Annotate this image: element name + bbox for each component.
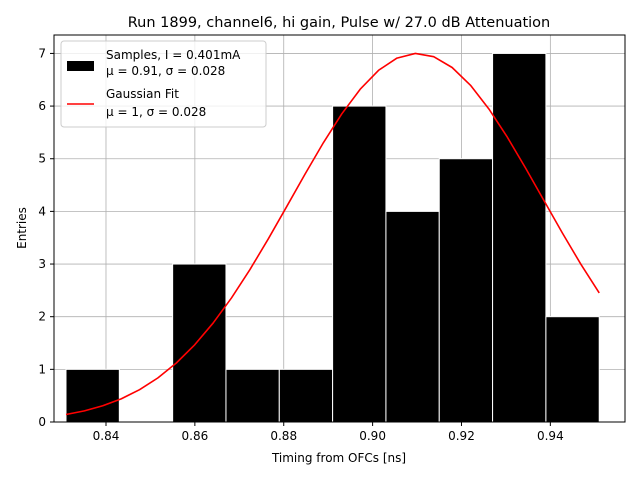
x-tick-label-3: 0.90 bbox=[359, 429, 386, 443]
y-axis-label: Entries bbox=[15, 207, 29, 249]
x-tick-label-2: 0.88 bbox=[270, 429, 297, 443]
x-axis-label: Timing from OFCs [ns] bbox=[271, 451, 406, 465]
legend: Samples, I = 0.401mA μ = 0.91, σ = 0.028… bbox=[60, 40, 267, 128]
legend-samples-swatch bbox=[67, 61, 94, 71]
legend-fit-stats: μ = 1, σ = 0.028 bbox=[106, 105, 206, 119]
histogram-bar-6 bbox=[385, 210, 440, 423]
histogram-bar-5 bbox=[332, 105, 387, 423]
histogram-bar-8 bbox=[492, 52, 547, 423]
x-axis-ticks: 0.84 0.86 0.88 0.90 0.92 0.94 bbox=[93, 422, 564, 443]
legend-samples-label: Samples, I = 0.401mA bbox=[106, 48, 241, 62]
x-tick-label-1: 0.86 bbox=[182, 429, 209, 443]
legend-box bbox=[60, 40, 267, 128]
histogram-bar-4 bbox=[278, 368, 334, 423]
axes-frame bbox=[53, 34, 626, 423]
y-tick-label-3: 3 bbox=[38, 257, 46, 271]
y-tick-label-6: 6 bbox=[38, 99, 46, 113]
y-tick-label-2: 2 bbox=[38, 310, 46, 324]
gaussian-fit-line bbox=[65, 52, 600, 416]
x-tick-label-0: 0.84 bbox=[93, 429, 120, 443]
histogram-bar-0 bbox=[65, 368, 120, 423]
histogram-bars bbox=[65, 52, 600, 423]
y-tick-label-4: 4 bbox=[38, 204, 46, 218]
chart-title: Run 1899, channel6, hi gain, Pulse w/ 27… bbox=[128, 15, 551, 31]
histogram-bar-3 bbox=[225, 368, 280, 423]
y-axis-ticks: 0 1 2 3 4 5 6 7 bbox=[38, 46, 54, 429]
legend-samples-stats: μ = 0.91, σ = 0.028 bbox=[106, 64, 225, 78]
legend-fit-label: Gaussian Fit bbox=[106, 87, 179, 101]
histogram-bar-7 bbox=[438, 158, 494, 423]
histogram-bar-9 bbox=[545, 316, 600, 423]
y-tick-label-7: 7 bbox=[38, 46, 46, 60]
histogram-bar-2 bbox=[172, 263, 227, 423]
x-tick-label-4: 0.92 bbox=[448, 429, 475, 443]
y-tick-label-0: 0 bbox=[38, 415, 46, 429]
x-tick-label-5: 0.94 bbox=[537, 429, 564, 443]
y-tick-label-1: 1 bbox=[38, 362, 46, 376]
y-tick-label-5: 5 bbox=[38, 152, 46, 166]
